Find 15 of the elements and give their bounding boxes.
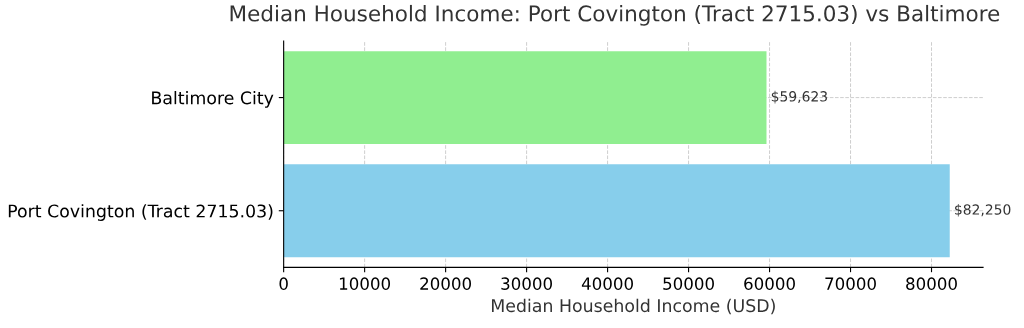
chart-title: Median Household Income: Port Covington (Tract 2715.03) vs Baltimore bbox=[230, 4, 1000, 26]
data-label: $59,623 bbox=[771, 90, 827, 104]
x-tick-label: 10000 bbox=[339, 277, 391, 290]
x-tick-label: 30000 bbox=[501, 277, 552, 290]
y-tick-label: Port Covington (Tract 2715.03) bbox=[8, 204, 273, 221]
x-tick-label: 50000 bbox=[663, 277, 714, 290]
x-tick-label: 40000 bbox=[581, 277, 633, 290]
x-tick-label: 80000 bbox=[906, 277, 957, 290]
x-tick-label: 60000 bbox=[744, 277, 795, 290]
data-label: $82,250 bbox=[955, 204, 1011, 217]
y-tick-label: Baltimore City bbox=[152, 90, 274, 108]
x-tick-label: 70000 bbox=[825, 277, 876, 290]
x-tick-label: 20000 bbox=[420, 277, 472, 290]
x-axis-title: Median Household Income (USD) bbox=[491, 298, 775, 315]
x-tick-label: 0 bbox=[279, 277, 288, 290]
